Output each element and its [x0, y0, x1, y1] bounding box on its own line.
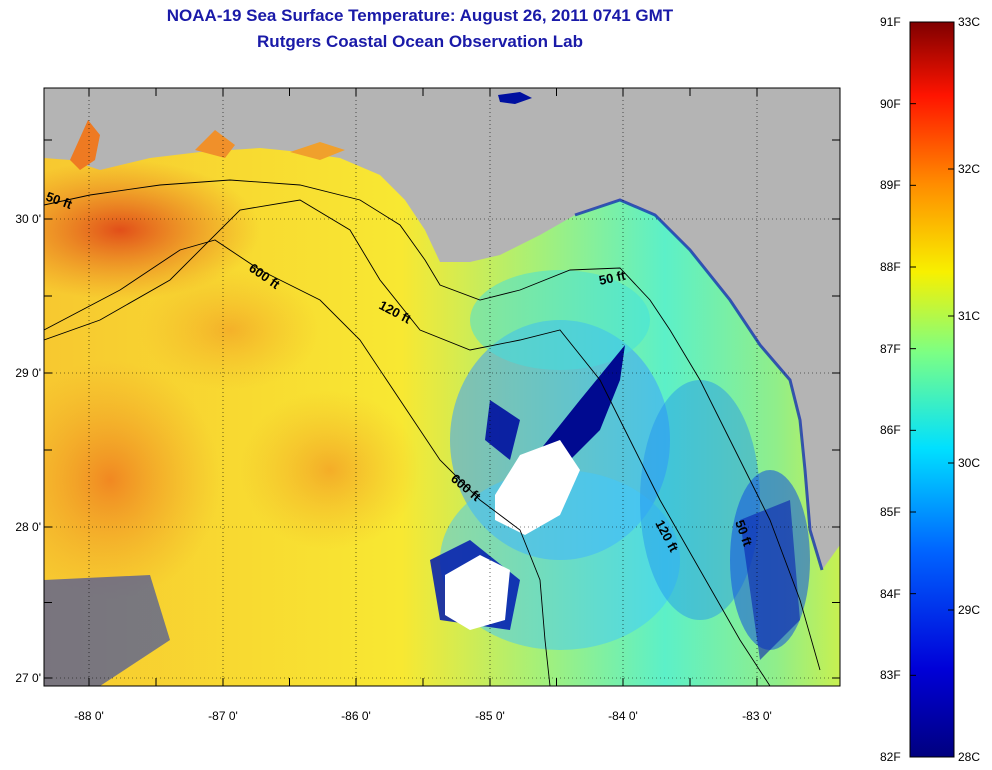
- lon-tick-label: -83 0': [742, 709, 772, 723]
- colorbar-label-f: 90F: [880, 96, 901, 111]
- colorbar-label-f: 87F: [880, 341, 901, 356]
- colorbar-label-f: 82F: [880, 750, 901, 764]
- lon-tick-label: -88 0': [74, 709, 104, 723]
- lat-tick-label: 28 0': [15, 520, 41, 534]
- colorbar-label-f: 91F: [880, 15, 901, 29]
- colorbar-label-f: 88F: [880, 260, 901, 274]
- lon-tick-label: -87 0': [208, 709, 238, 723]
- cloud-mask: [445, 555, 510, 630]
- lat-tick-label: 29 0': [15, 366, 41, 380]
- colorbar-label-c: 31C: [958, 309, 981, 323]
- colorbar-label-f: 83F: [880, 668, 901, 683]
- lon-tick-label: -86 0': [341, 709, 371, 723]
- chart-subtitle: Rutgers Coastal Ocean Observation Lab: [257, 32, 583, 51]
- cloud-mask: [495, 440, 580, 535]
- colorbar-label-c: 32C: [958, 162, 981, 176]
- lon-tick-label: -84 0': [608, 709, 638, 723]
- lon-tick-label: -85 0': [475, 709, 505, 723]
- colorbar-label-f: 84F: [880, 586, 901, 601]
- colorbar-label-f: 89F: [880, 178, 901, 193]
- colorbar: [909, 21, 955, 758]
- contour-label: 50 ft: [598, 268, 628, 288]
- chart-title: NOAA-19 Sea Surface Temperature: August …: [166, 6, 674, 25]
- colorbar-label-c: 28C: [958, 750, 981, 764]
- colorbar-label-c: 33C: [958, 15, 981, 29]
- lat-tick-label: 30 0': [15, 212, 41, 226]
- colorbar-label-c: 30C: [958, 456, 981, 470]
- colorbar-label-f: 86F: [880, 423, 901, 438]
- lat-tick-label: 27 0': [15, 671, 41, 685]
- map-frame: [43, 87, 841, 687]
- colorbar-label-f: 85F: [880, 505, 901, 519]
- colorbar-label-c: 29C: [958, 603, 981, 617]
